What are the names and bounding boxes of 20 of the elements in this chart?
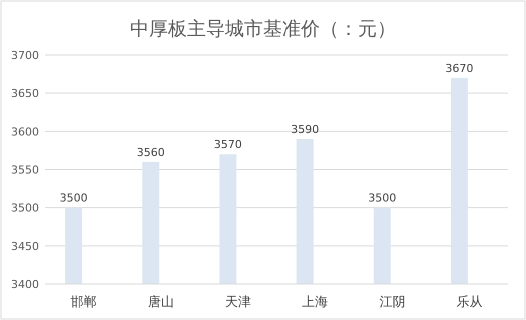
data-label: 3570 [214,138,242,152]
x-tick-label: 天津 [224,295,251,310]
y-tick-label: 3600 [11,125,39,138]
y-tick-label: 3650 [11,87,39,100]
x-tick-label: 乐从 [456,295,482,310]
x-tick-label: 唐山 [148,295,174,310]
data-label: 3500 [368,192,396,205]
x-tick-label: 上海 [302,295,328,310]
y-tick-label: 3450 [11,240,39,253]
data-label: 3670 [445,62,474,75]
y-tick-label: 3500 [11,202,39,215]
y-tick-label: 3400 [11,278,39,291]
data-label: 3500 [60,192,88,205]
x-tick-label: 江阴 [379,295,406,310]
y-tick-label: 3700 [11,49,39,62]
y-tick-label: 3550 [11,164,39,176]
data-label: 3560 [136,146,165,159]
x-tick-label: 邯郸 [70,295,97,310]
chart-title: 中厚板主导城市基准价（：元） [130,18,396,40]
data-label: 3590 [291,122,320,136]
